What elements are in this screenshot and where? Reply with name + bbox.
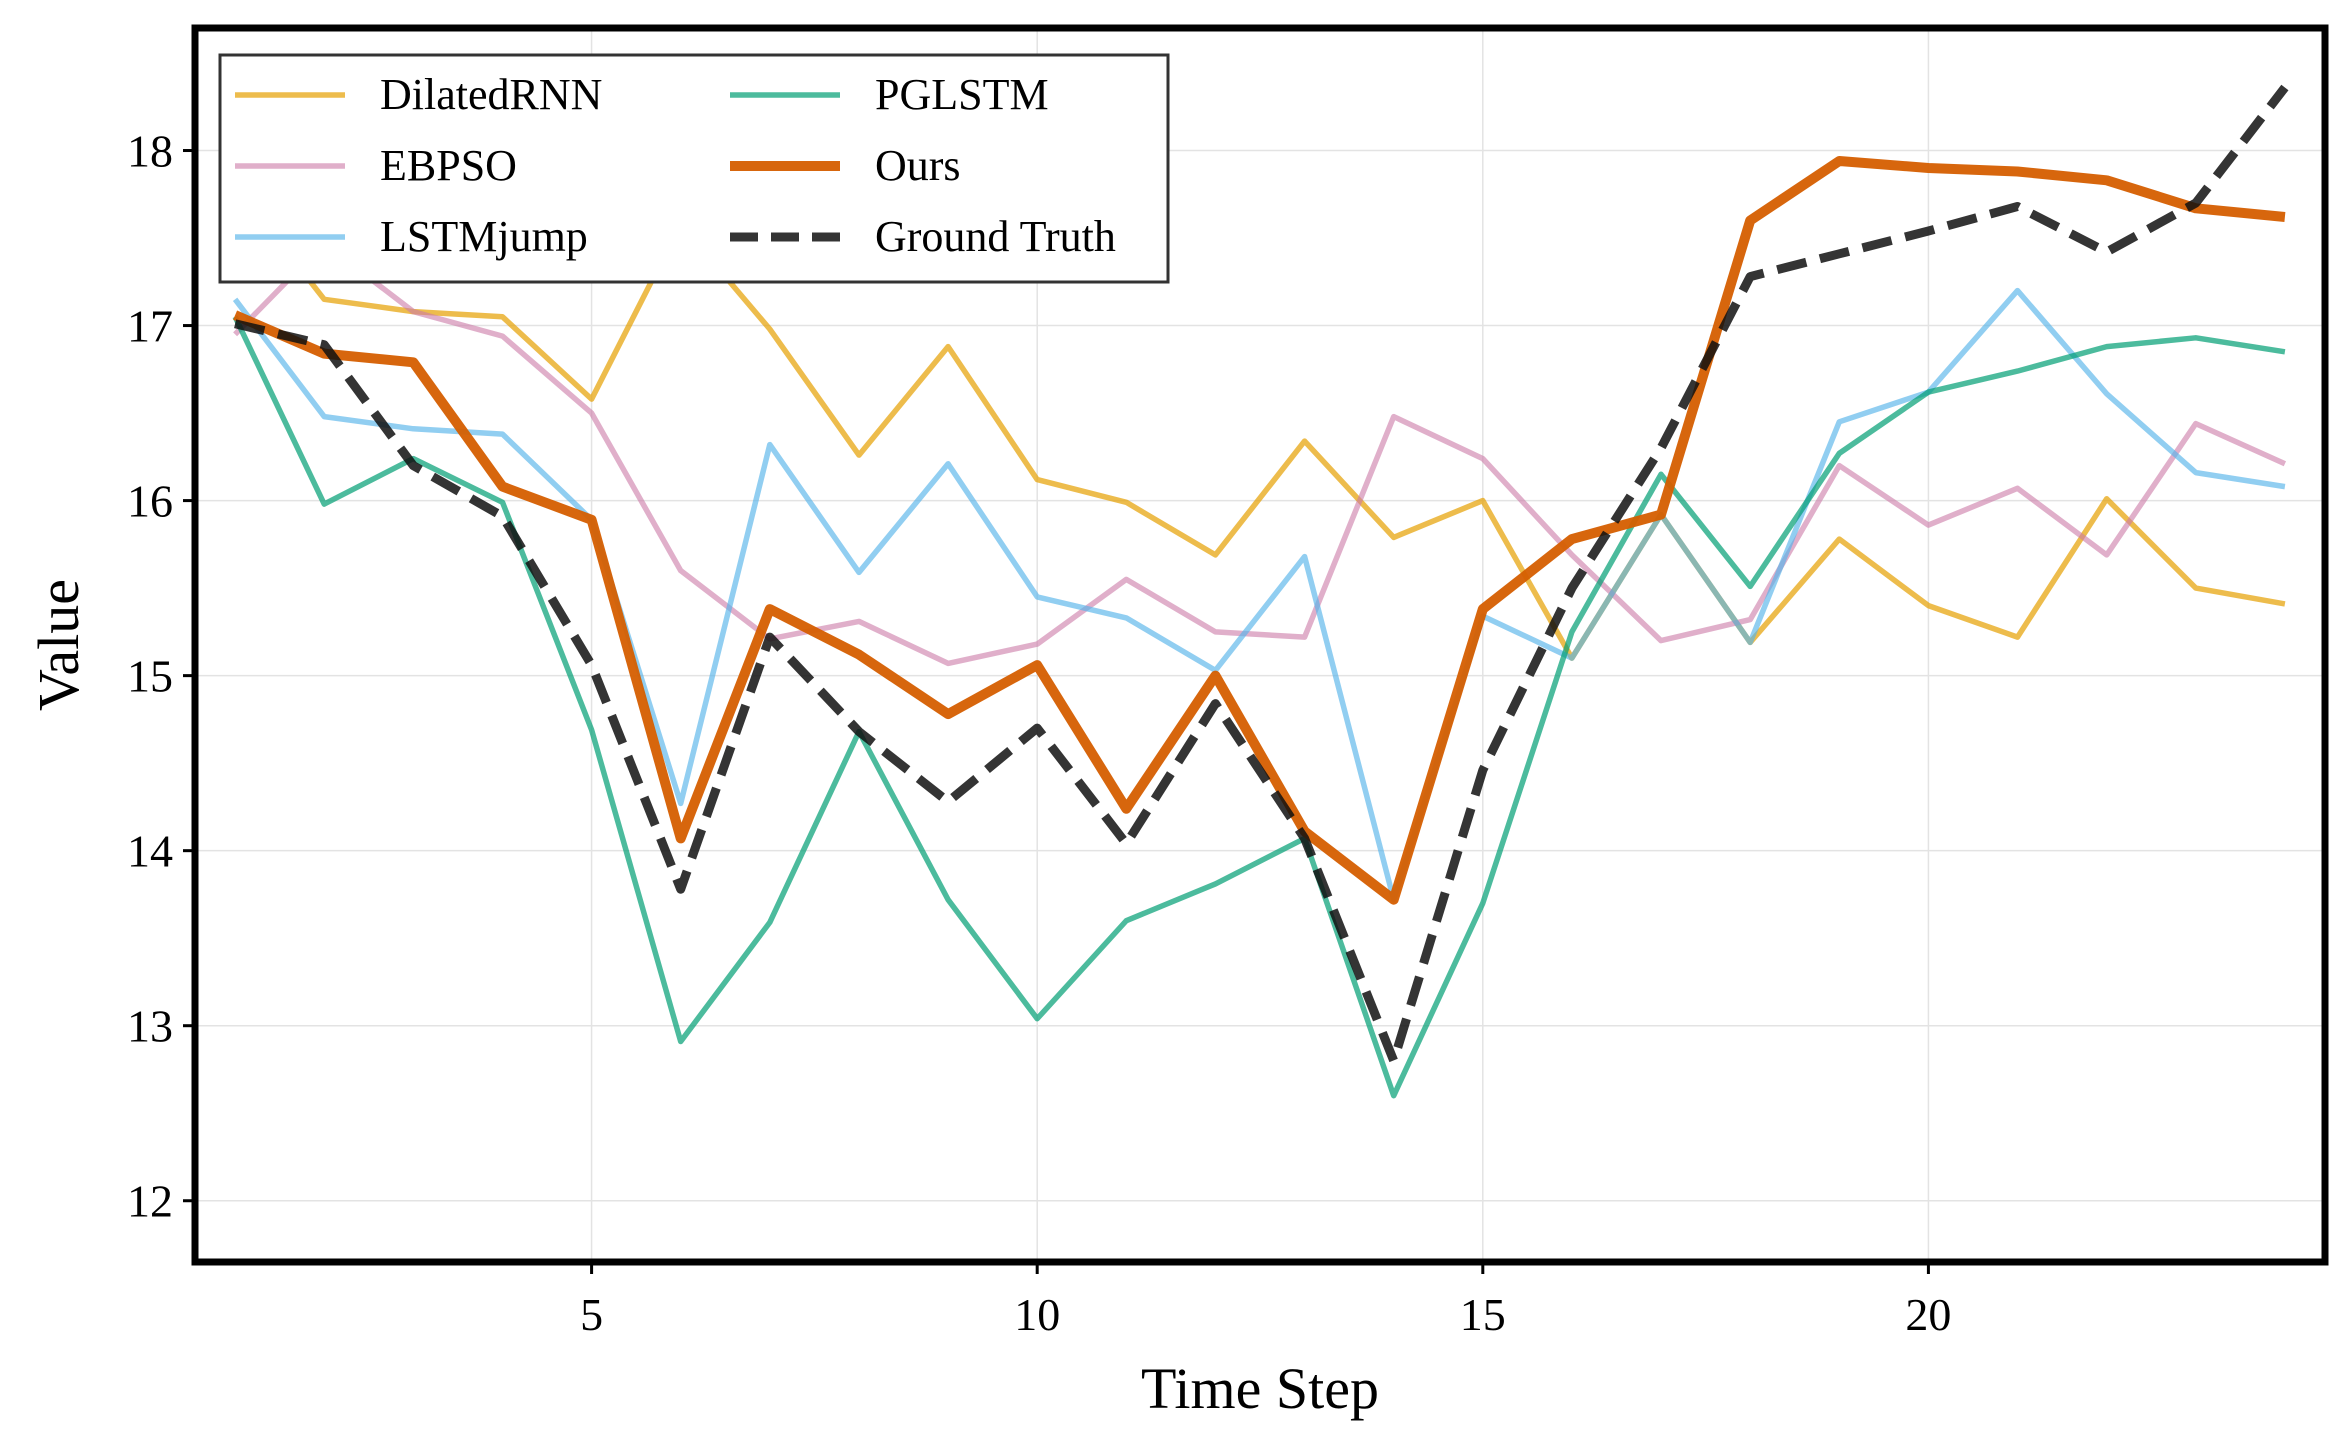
y-axis: 12 13 14 15 16 17 18 [127, 126, 195, 1227]
y-tick-label: 14 [127, 826, 173, 877]
y-tick-label: 15 [127, 651, 173, 702]
legend: DilatedRNN EBPSO LSTMjump PGLSTM Ours Ground … [218, 53, 1170, 284]
series-line-pglstm [232, 315, 2286, 1099]
y-tick-label: 18 [127, 126, 173, 177]
legend-label-lstmjump: LSTMjump [380, 212, 588, 261]
legend-label-dilatedrnn: DilatedRNN [380, 70, 602, 119]
legend-label-ebpso: EBPSO [380, 141, 517, 190]
y-tick-label: 12 [127, 1176, 173, 1227]
x-tick-label: 15 [1460, 1289, 1506, 1340]
series-line-ebpso [233, 240, 2287, 667]
legend-label-ours: Ours [875, 141, 961, 190]
series-line-ours [233, 156, 2286, 905]
x-axis: 5 10 15 20 [580, 1262, 1951, 1340]
series-line-dilatedrnn [232, 183, 2286, 661]
legend-box [218, 53, 1170, 284]
y-axis-label: Value [26, 579, 91, 711]
series-layer [232, 84, 2289, 1099]
series-line-lstmjump [232, 287, 2286, 903]
x-tick-label: 10 [1014, 1289, 1060, 1340]
x-axis-label: Time Step [1141, 1356, 1379, 1421]
x-tick-label: 5 [580, 1289, 603, 1340]
y-tick-label: 16 [127, 476, 173, 527]
legend-label-ground-truth: Ground Truth [875, 212, 1116, 261]
series-line-ground-truth [234, 84, 2289, 1066]
x-tick-label: 20 [1905, 1289, 1951, 1340]
y-tick-label: 13 [127, 1001, 173, 1052]
y-tick-label: 17 [127, 301, 173, 352]
plot-frame [191, 24, 2329, 1266]
legend-label-pglstm: PGLSTM [875, 70, 1049, 119]
